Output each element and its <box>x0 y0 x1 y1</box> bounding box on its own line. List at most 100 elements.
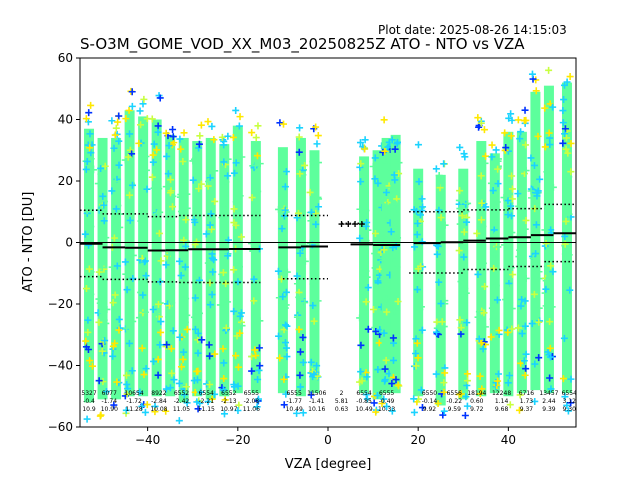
data-point <box>508 305 516 313</box>
scatter-column <box>81 101 97 423</box>
data-point <box>518 262 526 270</box>
data-point <box>391 156 399 164</box>
data-point <box>230 383 238 391</box>
stat-annotation: 11.05 <box>173 406 190 413</box>
data-point <box>474 313 482 321</box>
stat-annotation: 6554 <box>562 390 577 397</box>
data-point <box>128 367 136 375</box>
data-point <box>457 197 465 205</box>
scatter-column <box>500 110 517 409</box>
scatter-core <box>250 141 261 394</box>
stat-annotation: 6555 <box>244 390 259 397</box>
data-point <box>162 261 170 269</box>
data-point <box>532 171 540 179</box>
data-point <box>521 371 529 379</box>
data-point <box>128 88 136 96</box>
data-point <box>357 178 365 186</box>
stat-annotation: 2 <box>340 390 344 397</box>
data-point <box>275 294 283 302</box>
data-point <box>128 150 136 158</box>
data-point <box>433 328 441 336</box>
data-point <box>309 302 317 310</box>
data-point <box>195 309 203 317</box>
data-point <box>559 107 567 115</box>
data-point <box>476 372 484 380</box>
data-point <box>100 201 108 209</box>
data-point <box>95 377 103 385</box>
data-point <box>293 280 301 288</box>
y-tick-label: −60 <box>48 420 73 434</box>
data-point <box>387 228 395 236</box>
data-point <box>530 290 538 298</box>
scatter-core <box>295 137 306 397</box>
data-point <box>250 275 258 283</box>
data-point <box>522 216 530 224</box>
stat-annotation: 5.81 <box>335 398 349 405</box>
data-point <box>522 141 530 149</box>
scatter-column <box>356 136 372 403</box>
data-point <box>380 233 388 241</box>
data-point <box>128 102 136 110</box>
data-point <box>490 250 498 258</box>
data-point <box>224 172 232 180</box>
data-point <box>248 353 256 361</box>
data-point <box>282 321 290 329</box>
data-point <box>516 135 524 143</box>
data-point <box>251 286 259 294</box>
data-point <box>536 317 544 325</box>
data-point <box>487 333 495 341</box>
stat-annotation: 8922 <box>151 390 166 397</box>
stat-lines <box>80 203 576 284</box>
data-point <box>113 219 121 227</box>
data-point <box>83 157 91 165</box>
data-point <box>252 352 260 360</box>
data-point <box>536 275 544 283</box>
data-point <box>528 70 536 78</box>
data-point <box>460 228 468 236</box>
data-point <box>235 122 243 130</box>
scatter-core <box>543 85 554 394</box>
data-point <box>437 214 445 222</box>
data-point <box>98 309 106 317</box>
data-point <box>382 356 390 364</box>
data-point <box>248 367 256 375</box>
data-point <box>456 316 464 324</box>
scatter-column <box>541 66 557 394</box>
data-point <box>86 214 94 222</box>
data-point <box>149 151 157 159</box>
data-point <box>506 401 514 409</box>
data-point <box>535 318 543 326</box>
data-point <box>126 146 134 154</box>
mean-marker <box>358 221 365 228</box>
data-point <box>109 352 117 360</box>
data-point <box>432 370 440 378</box>
stat-annotation: 6077 <box>102 390 117 397</box>
data-point <box>414 354 422 362</box>
data-point <box>194 329 202 337</box>
data-point <box>211 167 219 175</box>
data-point <box>410 408 418 416</box>
data-point <box>508 229 516 237</box>
data-point <box>541 226 549 234</box>
data-point <box>522 167 530 175</box>
scatter-core <box>476 141 487 397</box>
data-point <box>211 350 219 358</box>
scatter-core <box>111 137 122 400</box>
data-point <box>98 169 106 177</box>
data-point <box>378 399 386 407</box>
data-point <box>493 198 501 206</box>
data-point <box>220 137 228 145</box>
stat-annotation: 6555 <box>379 390 394 397</box>
data-point <box>542 277 550 285</box>
scatter-column <box>410 141 427 416</box>
data-point <box>180 129 188 137</box>
scatter-core <box>205 137 216 400</box>
stat-annotation: 0.60 <box>470 398 484 405</box>
data-point <box>100 316 108 324</box>
data-point <box>508 212 516 220</box>
data-point <box>232 106 240 114</box>
data-point <box>315 203 323 211</box>
data-point <box>417 386 425 394</box>
data-point <box>297 225 305 233</box>
data-point <box>440 160 448 168</box>
